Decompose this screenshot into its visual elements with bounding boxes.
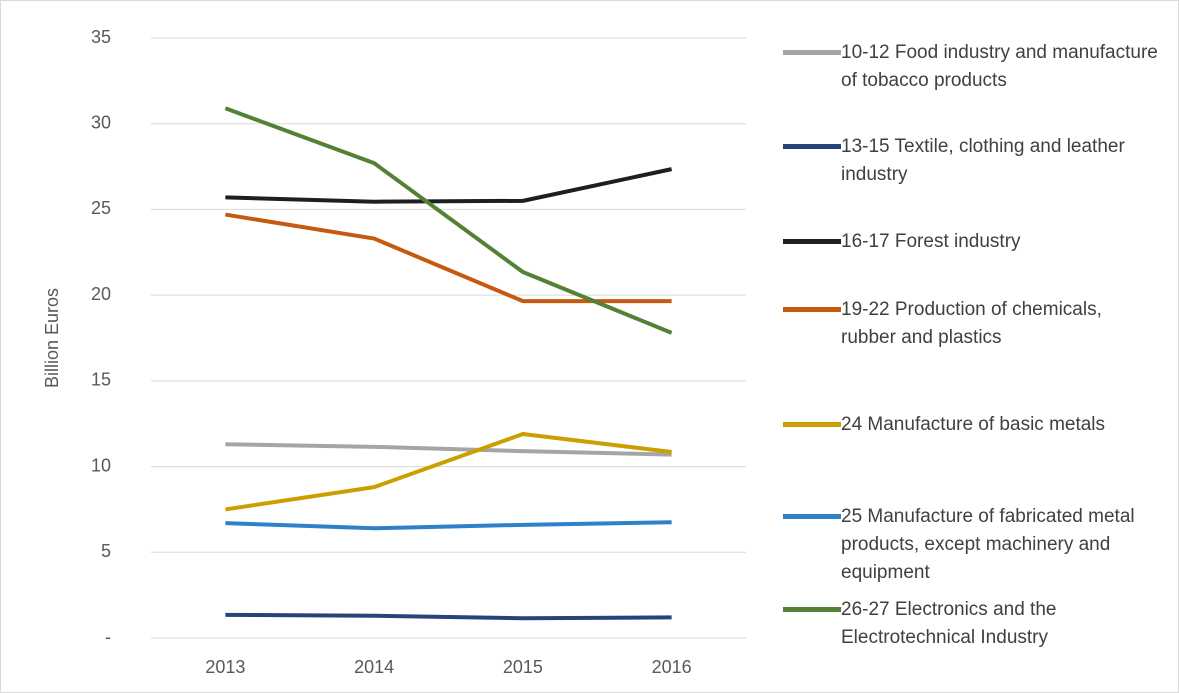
legend-swatch (783, 144, 841, 149)
series-line (225, 612, 672, 621)
legend-label: 13-15 Textile, clothing and leather indu… (841, 136, 1125, 185)
series-line (225, 167, 673, 204)
legend-swatch (783, 514, 841, 519)
legend-item: 24 Manufacture of basic metals (783, 411, 1173, 439)
y-tick-label: 20 (91, 284, 111, 304)
y-tick-label: 30 (91, 112, 111, 132)
legend-swatch (783, 307, 841, 312)
legend-label: 10-12 Food industry and manufacture of t… (841, 42, 1158, 91)
series-line (225, 212, 672, 304)
series-line (225, 442, 672, 457)
legend-swatch (783, 607, 841, 612)
y-tick-label: 5 (101, 541, 111, 561)
legend-item: 16-17 Forest industry (783, 228, 1173, 256)
series-line (224, 106, 673, 335)
x-tick-label: 2015 (503, 657, 543, 677)
y-axis-label: Billion Euros (42, 288, 62, 388)
legend-swatch (783, 239, 841, 244)
y-tick-label: 35 (91, 27, 111, 47)
legend-item: 13-15 Textile, clothing and leather indu… (783, 133, 1173, 189)
legend-swatch (783, 422, 841, 427)
x-tick-label: 2014 (354, 657, 394, 677)
y-tick-label: 10 (91, 455, 111, 475)
legend-label: 26-27 Electronics and the Electrotechnic… (841, 599, 1057, 648)
legend-item: 10-12 Food industry and manufacture of t… (783, 39, 1173, 95)
legend-label: 16-17 Forest industry (841, 231, 1021, 252)
series-line (225, 432, 672, 512)
y-tick-label: 25 (91, 198, 111, 218)
series-line (225, 520, 672, 531)
legend-swatch (783, 50, 841, 55)
y-tick-label: - (105, 627, 111, 647)
x-tick-label: 2013 (205, 657, 245, 677)
legend-item: 25 Manufacture of fabricated metal produ… (783, 503, 1173, 587)
legend-label: 19-22 Production of chemicals, rubber an… (841, 299, 1102, 348)
y-tick-label: 15 (91, 370, 111, 390)
legend-label: 25 Manufacture of fabricated metal produ… (841, 506, 1135, 583)
legend-label: 24 Manufacture of basic metals (841, 414, 1106, 435)
legend-item: 19-22 Production of chemicals, rubber an… (783, 296, 1173, 352)
x-tick-label: 2016 (652, 657, 692, 677)
legend-item: 26-27 Electronics and the Electrotechnic… (783, 596, 1173, 652)
